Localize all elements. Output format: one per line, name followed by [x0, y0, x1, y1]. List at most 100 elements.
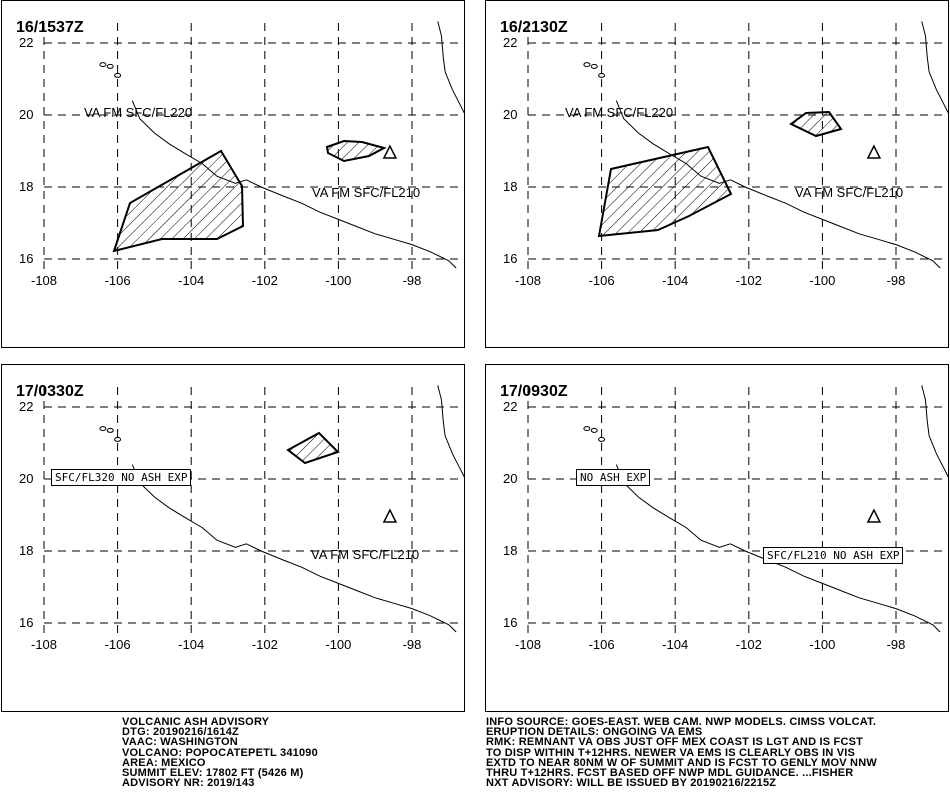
lon-tick-label: -98	[886, 637, 906, 652]
island	[598, 436, 606, 442]
island	[106, 63, 114, 69]
lon-tick-label: -104	[178, 273, 205, 288]
island	[114, 436, 122, 442]
volcano-icon	[382, 508, 398, 523]
lat-tick-label: 16	[19, 615, 34, 630]
map-canvas	[527, 385, 948, 633]
lon-tick-label: -106	[588, 637, 615, 652]
coastline	[583, 385, 948, 633]
no-ash-box: SFC/FL210 NO ASH EXP	[763, 547, 904, 564]
coastline-segment	[921, 385, 948, 478]
volcano-icon	[866, 144, 882, 159]
lon-tick-label: -98	[402, 637, 422, 652]
advisory-header: VOLCANIC ASH ADVISORY DTG: 20190216/1614…	[122, 716, 318, 790]
coastline-segment	[437, 385, 464, 478]
ash-label: VA FM SFC/FL220	[565, 105, 674, 120]
lat-tick-label: 16	[503, 615, 518, 630]
lon-tick-label: -100	[325, 637, 352, 652]
panel-time: 16/2130Z	[500, 19, 568, 36]
ash-area-east	[325, 139, 387, 163]
island	[590, 63, 598, 69]
lat-tick-label: 16	[19, 251, 34, 266]
grid-lines	[43, 387, 464, 633]
grid-lines	[527, 23, 948, 269]
lat-tick-label: 22	[503, 399, 518, 414]
coastline-segment	[730, 179, 941, 269]
lat-tick-label: 18	[19, 179, 34, 194]
coastline-segment	[246, 179, 457, 269]
lat-tick-label: 16	[503, 251, 518, 266]
lon-tick-label: -106	[104, 637, 131, 652]
coastline-segment	[615, 464, 731, 548]
lon-tick-label: -102	[251, 273, 278, 288]
lat-tick-label: 18	[503, 179, 518, 194]
no-ash-box: SFC/FL320 NO ASH EXP	[51, 469, 192, 486]
island	[598, 72, 606, 78]
map-canvas	[43, 21, 464, 269]
grid-lines	[527, 387, 948, 633]
lon-tick-label: -98	[402, 273, 422, 288]
forecast-panel-2: 16/2130Z VA FM SFC/FL220 VA FM SFC/FL210…	[485, 0, 949, 348]
lon-tick-label: -98	[886, 273, 906, 288]
lon-tick-label: -102	[735, 273, 762, 288]
coastline-segment	[131, 464, 247, 548]
volcano-triangle	[382, 508, 398, 523]
volcano-triangle	[866, 508, 882, 523]
lon-tick-label: -102	[251, 637, 278, 652]
lon-tick-label: -108	[514, 637, 542, 652]
lon-tick-label: -100	[325, 273, 352, 288]
ash-label: VA FM SFC/FL210	[312, 185, 421, 200]
ash-area-east	[789, 110, 843, 138]
lat-tick-label: 20	[19, 471, 34, 486]
coastline-segment	[246, 543, 457, 633]
ash-label: VA FM SFC/FL220	[84, 105, 193, 120]
coastline-segment	[921, 21, 948, 114]
lat-tick-label: 22	[503, 35, 518, 50]
lon-tick-label: -108	[514, 273, 542, 288]
volcano-triangle	[382, 144, 398, 159]
lat-tick-label: 20	[503, 471, 518, 486]
ash-area-west	[112, 149, 245, 253]
lon-tick-label: -100	[809, 637, 836, 652]
volcano-triangle	[866, 144, 882, 159]
panel-time: 16/1537Z	[16, 19, 84, 36]
lon-tick-label: -108	[30, 637, 58, 652]
coastline-segment	[437, 21, 464, 114]
lat-tick-label: 22	[19, 35, 34, 50]
lat-tick-label: 22	[19, 399, 34, 414]
lon-tick-label: -108	[30, 273, 58, 288]
lon-tick-label: -104	[662, 273, 689, 288]
ash-area	[286, 431, 340, 465]
lat-tick-label: 18	[503, 543, 518, 558]
lon-tick-label: -104	[662, 637, 689, 652]
ash-label: VA FM SFC/FL210	[795, 185, 904, 200]
map-canvas	[527, 21, 948, 269]
island	[99, 426, 107, 432]
map-canvas	[43, 385, 464, 633]
ash-label: VA FM SFC/FL210	[311, 547, 420, 562]
grid-lines	[43, 23, 464, 269]
island	[583, 426, 591, 432]
ash-area-west	[597, 145, 733, 238]
island	[106, 427, 114, 433]
lat-tick-label: 20	[503, 107, 518, 122]
advisory-remarks: INFO SOURCE: GOES-EAST. WEB CAM. NWP MOD…	[486, 716, 877, 790]
lon-tick-label: -100	[809, 273, 836, 288]
forecast-panel-1: 16/1537Z VA FM SFC/FL220 VA FM SFC/FL210…	[1, 0, 465, 348]
panel-time: 17/0330Z	[16, 383, 84, 400]
volcano-icon	[866, 508, 882, 523]
forecast-panel-3: 17/0330Z SFC/FL320 NO ASH EXP VA FM SFC/…	[1, 364, 465, 712]
coastline	[99, 385, 464, 633]
lon-tick-label: -104	[178, 637, 205, 652]
lat-tick-label: 18	[19, 543, 34, 558]
lon-tick-label: -102	[735, 637, 762, 652]
panel-time: 17/0930Z	[500, 383, 568, 400]
lon-tick-label: -106	[588, 273, 615, 288]
no-ash-box: NO ASH EXP	[576, 469, 651, 486]
forecast-panel-4: 17/0930Z NO ASH EXP SFC/FL210 NO ASH EXP…	[485, 364, 949, 712]
island	[590, 427, 598, 433]
lon-tick-label: -106	[104, 273, 131, 288]
island	[114, 72, 122, 78]
island	[583, 62, 591, 68]
island	[99, 62, 107, 68]
